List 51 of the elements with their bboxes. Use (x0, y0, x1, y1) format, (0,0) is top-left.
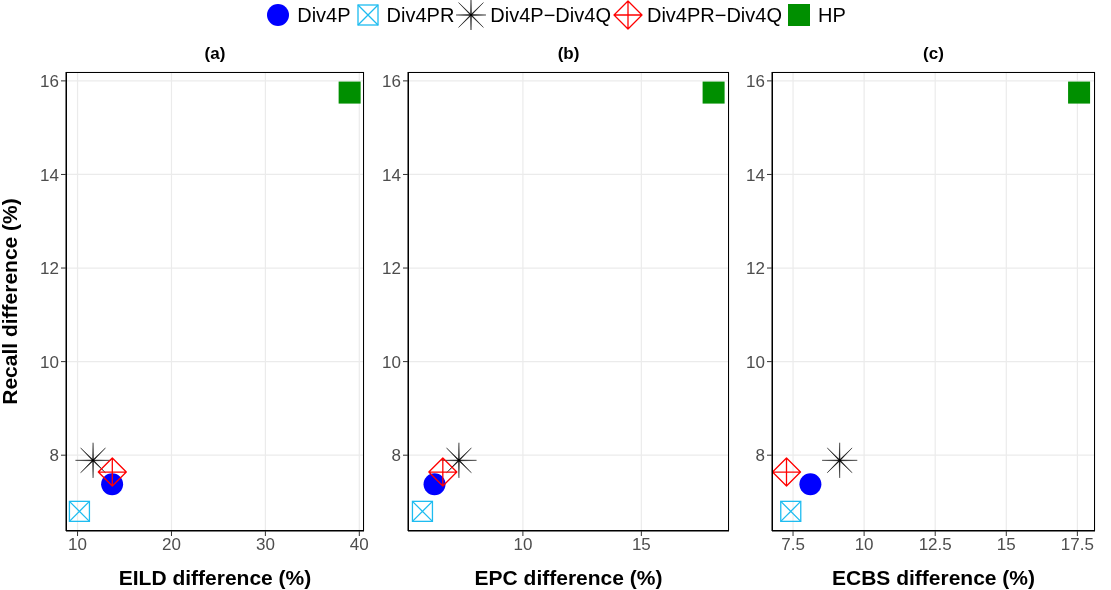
y-tick-label: 12 (746, 259, 765, 279)
point (772, 457, 802, 487)
x-tick-label: 10 (854, 535, 874, 555)
point (821, 442, 858, 479)
y-tick-label: 10 (40, 352, 59, 372)
y-tick-label: 14 (40, 165, 59, 185)
legend-label: Div4P−Div4Q (490, 3, 611, 27)
y-tick-label: 10 (746, 352, 765, 372)
point (97, 457, 127, 487)
x-tick-label: 7.5 (781, 535, 805, 555)
point (799, 473, 822, 496)
legend-label: Div4PR−Div4Q (646, 3, 782, 27)
y-tick-label: 8 (755, 446, 765, 466)
x-tick-label: 15 (631, 535, 651, 555)
x-tick-label: 10 (68, 535, 88, 555)
x-tick-label: 17.5 (1060, 535, 1094, 555)
x-tick-label: 30 (255, 535, 275, 555)
legend-label: Div4PR (386, 3, 455, 27)
x-tick-label: 40 (349, 535, 369, 555)
x-tick-label: 15 (996, 535, 1016, 555)
y-axis-title: Recall difference (%) (0, 198, 22, 405)
point (428, 457, 458, 487)
point (411, 500, 434, 522)
y-tick-label: 16 (746, 71, 765, 91)
x-tick-label: 12.5 (918, 535, 952, 555)
point (1068, 81, 1091, 104)
x-axis-title: ECBS difference (%) (831, 566, 1036, 589)
chart-title: (a) (203, 44, 227, 64)
point (441, 442, 477, 479)
point (702, 81, 725, 104)
chart-title: (c) (922, 44, 945, 64)
y-tick-label: 8 (391, 446, 401, 466)
legend-label: Div4P (297, 3, 351, 27)
point (75, 442, 111, 479)
x-tick-label: 20 (162, 535, 181, 555)
point (338, 81, 361, 104)
x-axis-title: EILD difference (%) (118, 566, 312, 589)
point (780, 500, 802, 522)
legend-label: HP (818, 3, 846, 27)
y-tick-label: 16 (382, 71, 401, 91)
y-tick-label: 12 (40, 259, 59, 279)
x-axis-title: EPC difference (%) (474, 566, 663, 589)
chart-title: (b) (556, 44, 581, 64)
x-tick-label: 10 (513, 535, 533, 555)
y-tick-label: 14 (746, 165, 765, 185)
y-tick-label: 10 (382, 352, 401, 372)
y-tick-label: 16 (40, 71, 59, 91)
y-tick-label: 12 (382, 259, 401, 279)
y-tick-label: 14 (382, 165, 401, 185)
y-tick-label: 8 (49, 446, 59, 466)
point (68, 500, 91, 522)
